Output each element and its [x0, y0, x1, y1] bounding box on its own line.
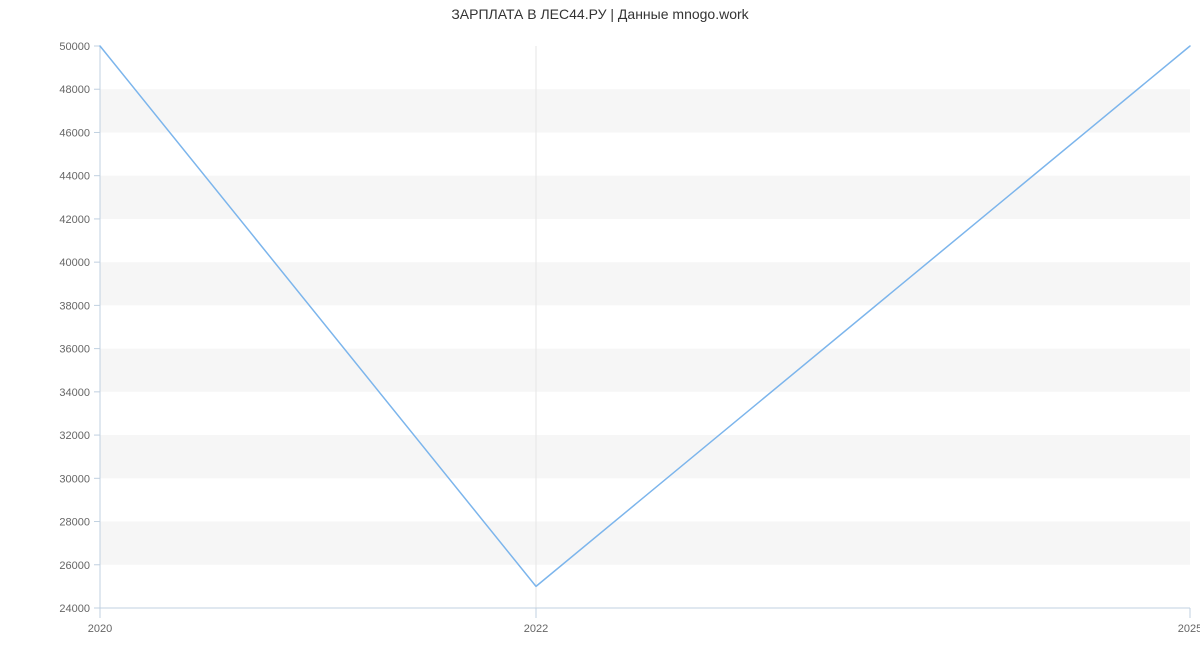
x-tick-label: 2020: [88, 623, 112, 635]
salary-line-chart: ЗАРПЛАТА В ЛЕС44.РУ | Данные mnogo.work …: [0, 0, 1200, 650]
y-tick-label: 44000: [59, 171, 90, 183]
y-tick-label: 32000: [59, 430, 90, 442]
y-tick-label: 24000: [59, 603, 90, 615]
y-tick-label: 46000: [59, 127, 90, 139]
chart-title: ЗАРПЛАТА В ЛЕС44.РУ | Данные mnogo.work: [0, 6, 1200, 22]
y-tick-label: 26000: [59, 560, 90, 572]
y-tick-label: 50000: [59, 41, 90, 53]
y-tick-label: 38000: [59, 300, 90, 312]
x-tick-label: 2022: [524, 623, 548, 635]
y-tick-label: 34000: [59, 387, 90, 399]
y-tick-label: 30000: [59, 473, 90, 485]
y-tick-label: 42000: [59, 214, 90, 226]
y-tick-label: 36000: [59, 344, 90, 356]
x-tick-label: 2025: [1178, 623, 1200, 635]
chart-svg: 24000 26000 28000 30000 32000 34000 36000 38000…: [0, 0, 1200, 650]
y-tick-label: 28000: [59, 517, 90, 529]
y-tick-label: 48000: [59, 84, 90, 96]
y-tick-label: 40000: [59, 257, 90, 269]
